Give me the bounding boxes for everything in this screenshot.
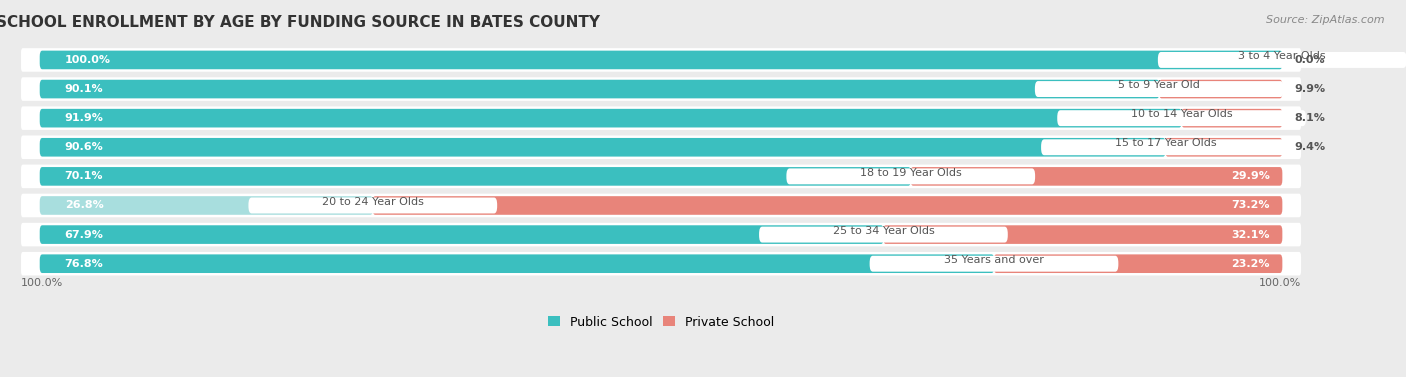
FancyBboxPatch shape [1159,80,1282,98]
FancyBboxPatch shape [883,225,1282,244]
Text: Source: ZipAtlas.com: Source: ZipAtlas.com [1267,15,1385,25]
Text: 67.9%: 67.9% [65,230,104,240]
Text: 3 to 4 Year Olds: 3 to 4 Year Olds [1239,51,1326,61]
FancyBboxPatch shape [39,254,994,273]
FancyBboxPatch shape [39,109,1181,127]
FancyBboxPatch shape [1040,139,1289,155]
Text: 9.9%: 9.9% [1295,84,1326,94]
FancyBboxPatch shape [1166,138,1282,156]
Text: 9.4%: 9.4% [1295,142,1326,152]
FancyBboxPatch shape [1035,81,1284,97]
Text: 29.9%: 29.9% [1230,172,1270,181]
Text: 15 to 17 Year Olds: 15 to 17 Year Olds [1115,138,1216,149]
FancyBboxPatch shape [759,227,1008,242]
FancyBboxPatch shape [373,196,1282,215]
Text: 70.1%: 70.1% [65,172,103,181]
FancyBboxPatch shape [1057,110,1306,126]
FancyBboxPatch shape [39,138,1166,156]
FancyBboxPatch shape [1181,109,1282,127]
Text: 20 to 24 Year Olds: 20 to 24 Year Olds [322,197,423,207]
Text: 76.8%: 76.8% [65,259,104,269]
FancyBboxPatch shape [21,223,1301,247]
FancyBboxPatch shape [786,169,1035,184]
Text: 23.2%: 23.2% [1232,259,1270,269]
FancyBboxPatch shape [39,80,1160,98]
FancyBboxPatch shape [21,135,1301,159]
FancyBboxPatch shape [21,77,1301,101]
Text: 5 to 9 Year Old: 5 to 9 Year Old [1118,80,1201,90]
Text: 100.0%: 100.0% [65,55,111,65]
Text: 100.0%: 100.0% [21,279,63,288]
Text: 35 Years and over: 35 Years and over [943,255,1043,265]
Text: 10 to 14 Year Olds: 10 to 14 Year Olds [1130,109,1233,120]
FancyBboxPatch shape [21,194,1301,217]
Text: 26.8%: 26.8% [65,201,104,210]
FancyBboxPatch shape [870,256,1118,272]
FancyBboxPatch shape [21,106,1301,130]
FancyBboxPatch shape [21,48,1301,72]
FancyBboxPatch shape [39,51,1282,69]
Text: 25 to 34 Year Olds: 25 to 34 Year Olds [832,226,935,236]
FancyBboxPatch shape [911,167,1282,186]
FancyBboxPatch shape [994,254,1282,273]
FancyBboxPatch shape [21,252,1301,276]
FancyBboxPatch shape [39,225,883,244]
Text: 73.2%: 73.2% [1232,201,1270,210]
FancyBboxPatch shape [21,165,1301,188]
FancyBboxPatch shape [249,198,498,213]
Text: 100.0%: 100.0% [1258,279,1301,288]
Text: SCHOOL ENROLLMENT BY AGE BY FUNDING SOURCE IN BATES COUNTY: SCHOOL ENROLLMENT BY AGE BY FUNDING SOUR… [0,15,599,30]
FancyBboxPatch shape [39,196,373,215]
Text: 32.1%: 32.1% [1232,230,1270,240]
Text: 0.0%: 0.0% [1295,55,1326,65]
Text: 90.1%: 90.1% [65,84,103,94]
Text: 18 to 19 Year Olds: 18 to 19 Year Olds [860,167,962,178]
Text: 8.1%: 8.1% [1295,113,1326,123]
Text: 91.9%: 91.9% [65,113,104,123]
FancyBboxPatch shape [39,167,911,186]
Legend: Public School, Private School: Public School, Private School [543,311,779,334]
Text: 90.6%: 90.6% [65,142,104,152]
FancyBboxPatch shape [1159,52,1406,68]
